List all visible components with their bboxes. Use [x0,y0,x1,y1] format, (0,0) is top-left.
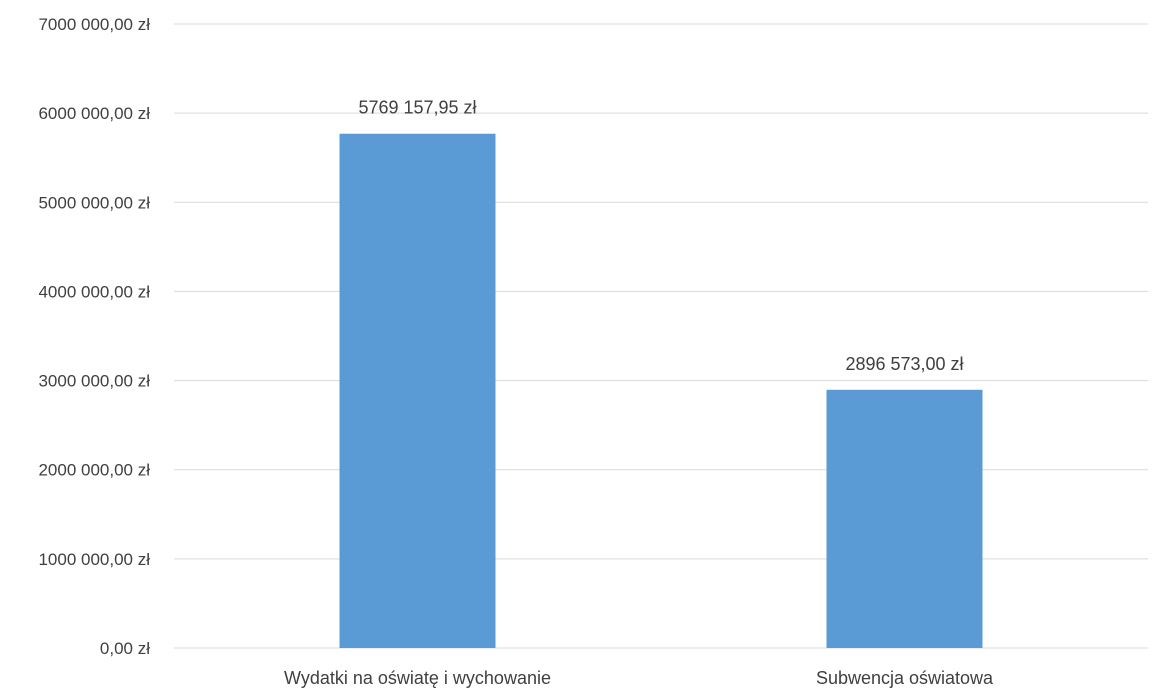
y-axis-tick-labels: 0,00 zł 1000 000,00 zł 2000 000,00 zł 3000 … [38,15,150,658]
y-tick-label: 7000 000,00 zł [38,15,150,34]
data-labels: 5769 157,95 zł 2896 573,00 zł [358,98,963,374]
data-label: 5769 157,95 zł [358,98,476,118]
x-axis-category-labels: Wydatki na oświatę i wychowanie Subwencja… [284,668,994,688]
x-category-label: Wydatki na oświatę i wychowanie [284,668,551,688]
bars [339,133,983,649]
gridlines [174,23,1148,649]
x-category-label: Subwencja oświatowa [816,668,994,688]
data-label: 2896 573,00 zł [845,354,963,374]
y-tick-label: 1000 000,00 zł [38,550,150,569]
y-tick-label: 3000 000,00 zł [38,372,150,391]
y-tick-label: 5000 000,00 zł [38,193,150,212]
y-tick-label: 6000 000,00 zł [38,104,150,123]
y-tick-label: 0,00 zł [100,639,150,658]
y-tick-label: 4000 000,00 zł [38,282,150,301]
bar [339,133,496,649]
y-tick-label: 2000 000,00 zł [38,461,150,480]
bar [826,389,983,648]
